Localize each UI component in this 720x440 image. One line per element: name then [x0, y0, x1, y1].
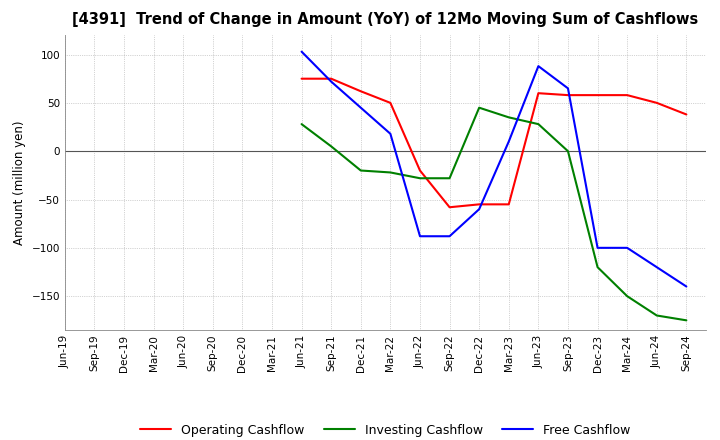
- Free Cashflow: [297, 49, 306, 54]
- Free Cashflow: [652, 264, 661, 270]
- Investing Cashflow: [623, 293, 631, 299]
- Investing Cashflow: [415, 176, 424, 181]
- Investing Cashflow: [593, 264, 602, 270]
- Free Cashflow: [623, 245, 631, 250]
- Investing Cashflow: [386, 170, 395, 175]
- Operating Cashflow: [415, 168, 424, 173]
- Investing Cashflow: [327, 144, 336, 149]
- Operating Cashflow: [534, 91, 543, 96]
- Operating Cashflow: [652, 100, 661, 106]
- Free Cashflow: [327, 79, 336, 84]
- Operating Cashflow: [593, 92, 602, 98]
- Free Cashflow: [564, 86, 572, 91]
- Investing Cashflow: [534, 121, 543, 127]
- Operating Cashflow: [682, 112, 690, 117]
- Investing Cashflow: [682, 318, 690, 323]
- Title: [4391]  Trend of Change in Amount (YoY) of 12Mo Moving Sum of Cashflows: [4391] Trend of Change in Amount (YoY) o…: [72, 12, 698, 27]
- Operating Cashflow: [505, 202, 513, 207]
- Free Cashflow: [593, 245, 602, 250]
- Operating Cashflow: [297, 76, 306, 81]
- Free Cashflow: [386, 131, 395, 136]
- Operating Cashflow: [327, 76, 336, 81]
- Free Cashflow: [534, 63, 543, 69]
- Legend: Operating Cashflow, Investing Cashflow, Free Cashflow: Operating Cashflow, Investing Cashflow, …: [135, 419, 635, 440]
- Operating Cashflow: [623, 92, 631, 98]
- Investing Cashflow: [297, 121, 306, 127]
- Operating Cashflow: [445, 205, 454, 210]
- Investing Cashflow: [564, 149, 572, 154]
- Line: Free Cashflow: Free Cashflow: [302, 51, 686, 286]
- Y-axis label: Amount (million yen): Amount (million yen): [13, 121, 26, 245]
- Free Cashflow: [682, 284, 690, 289]
- Operating Cashflow: [475, 202, 484, 207]
- Free Cashflow: [445, 234, 454, 239]
- Line: Investing Cashflow: Investing Cashflow: [302, 108, 686, 320]
- Free Cashflow: [505, 139, 513, 144]
- Investing Cashflow: [475, 105, 484, 110]
- Investing Cashflow: [652, 313, 661, 318]
- Investing Cashflow: [505, 115, 513, 120]
- Operating Cashflow: [356, 88, 365, 94]
- Free Cashflow: [415, 234, 424, 239]
- Free Cashflow: [356, 105, 365, 110]
- Line: Operating Cashflow: Operating Cashflow: [302, 79, 686, 207]
- Investing Cashflow: [445, 176, 454, 181]
- Operating Cashflow: [564, 92, 572, 98]
- Investing Cashflow: [356, 168, 365, 173]
- Free Cashflow: [475, 206, 484, 212]
- Operating Cashflow: [386, 100, 395, 106]
